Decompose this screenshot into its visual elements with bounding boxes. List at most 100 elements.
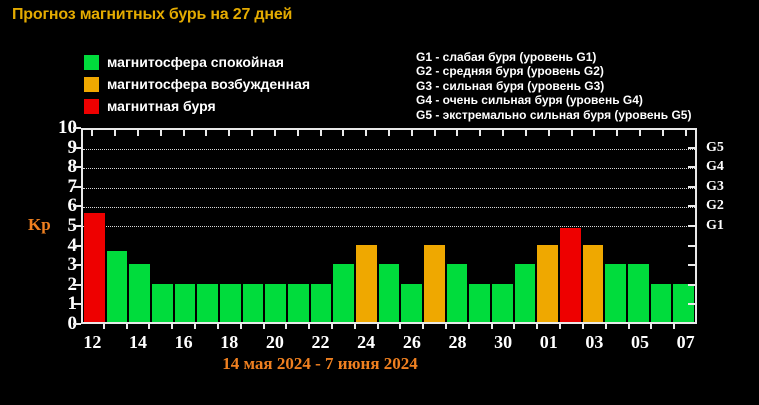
storm-level-g3: G3 - сильная буря (уровень G3) <box>416 78 605 93</box>
right-axis-label-g2: G2 <box>706 198 724 214</box>
tick-mark <box>388 130 390 136</box>
tick-mark <box>365 130 368 136</box>
tick-mark <box>688 185 696 188</box>
bar-day-27 <box>424 245 445 322</box>
bar-day-05 <box>627 264 649 322</box>
tick-mark <box>547 130 550 136</box>
bar-day-16 <box>174 283 196 322</box>
tick-mark <box>73 303 81 306</box>
tick-mark <box>182 130 185 136</box>
bar-day-06 <box>650 283 672 322</box>
bar-day-21 <box>288 283 309 322</box>
chart-plot-area <box>81 128 697 324</box>
tick-mark <box>604 324 607 329</box>
y-tick-label-8: 8 <box>41 157 78 177</box>
right-axis-label-g4: G4 <box>706 159 724 175</box>
legend-item-label: магнитосфера возбужденная <box>107 76 311 92</box>
bar-day-04 <box>605 264 626 322</box>
tick-mark <box>399 324 402 329</box>
y-tick-label-7: 7 <box>41 176 78 197</box>
tick-mark <box>239 324 242 329</box>
tick-mark <box>228 130 231 136</box>
storm-color-swatch <box>84 98 99 114</box>
x-tick-label-12: 12 <box>83 332 102 352</box>
x-tick-label-18: 18 <box>220 332 239 352</box>
bar-day-19 <box>242 283 264 322</box>
bar-day-31 <box>514 264 536 322</box>
tick-mark <box>125 324 128 329</box>
tick-mark <box>137 130 140 136</box>
tick-mark <box>73 283 81 286</box>
y-tick-label-9: 9 <box>41 137 78 158</box>
tick-mark <box>376 324 379 329</box>
tick-mark <box>661 130 664 136</box>
tick-mark <box>353 324 356 329</box>
tick-mark <box>688 303 696 306</box>
tick-mark <box>638 130 641 136</box>
bar-day-18 <box>219 283 241 322</box>
x-tick-label-24: 24 <box>357 332 376 352</box>
tick-mark <box>159 130 162 136</box>
tick-mark <box>688 283 696 286</box>
y-tick-label-2: 2 <box>41 274 78 295</box>
tick-mark <box>524 130 527 136</box>
tick-mark <box>308 324 311 329</box>
x-tick-label-14: 14 <box>129 332 148 352</box>
right-axis-label-g5: G5 <box>706 139 724 155</box>
grid-line-kp7 <box>83 187 695 189</box>
grid-line-kp8 <box>83 168 695 170</box>
grid-line-kp6 <box>83 206 695 208</box>
y-tick-label-4: 4 <box>41 235 78 256</box>
tick-mark <box>91 130 94 136</box>
tick-mark <box>194 324 197 329</box>
tick-mark <box>73 264 81 267</box>
bar-day-13 <box>106 250 128 322</box>
bar-day-23 <box>333 264 354 322</box>
tick-mark <box>73 225 81 227</box>
x-tick-label-22: 22 <box>311 332 330 352</box>
y-tick-label-1: 1 <box>41 294 78 314</box>
tick-mark <box>627 324 630 329</box>
tick-mark <box>273 130 276 136</box>
tick-mark <box>650 324 653 329</box>
tick-mark <box>342 130 345 136</box>
x-tick-label-26: 26 <box>402 332 421 352</box>
tick-mark <box>593 130 596 136</box>
page-title: Прогноз магнитных бурь на 27 дней <box>12 6 293 23</box>
storm-level-g2: G2 - средняя буря (уровень G2) <box>416 64 604 79</box>
tick-mark <box>73 166 81 169</box>
bar-day-02 <box>560 227 581 322</box>
tick-mark <box>688 146 696 149</box>
tick-mark <box>684 130 687 136</box>
tick-mark <box>688 244 696 247</box>
grid-line-kp5 <box>83 226 695 227</box>
bar-day-20 <box>265 283 286 322</box>
tick-mark <box>581 324 584 329</box>
tick-mark <box>114 130 117 136</box>
tick-mark <box>422 324 425 329</box>
tick-mark <box>262 324 265 329</box>
legend-item-label: магнитосфера спокойная <box>107 54 284 70</box>
legend-item-quiet: магнитосфера спокойная <box>84 51 310 73</box>
bar-day-07 <box>673 283 694 322</box>
x-tick-label-16: 16 <box>174 332 193 352</box>
tick-mark <box>148 324 151 329</box>
tick-mark <box>73 127 81 129</box>
tick-mark <box>73 146 81 149</box>
right-axis-label-g1: G1 <box>706 218 724 233</box>
bar-day-03 <box>582 245 604 322</box>
y-tick-label-6: 6 <box>41 196 78 216</box>
tick-mark <box>490 324 493 329</box>
tick-mark <box>102 324 105 329</box>
y-tick-label-10: 10 <box>58 117 77 138</box>
x-tick-label-01: 01 <box>539 332 558 352</box>
bar-day-14 <box>129 264 150 322</box>
tick-mark <box>688 205 696 208</box>
tick-mark <box>73 244 81 247</box>
y-tick-label-5: 5 <box>41 216 78 236</box>
x-tick-label-28: 28 <box>448 332 467 352</box>
tick-mark <box>73 185 81 188</box>
bar-day-17 <box>197 283 218 322</box>
bar-day-28 <box>446 264 468 322</box>
right-axis-label-g3: G3 <box>706 178 724 194</box>
